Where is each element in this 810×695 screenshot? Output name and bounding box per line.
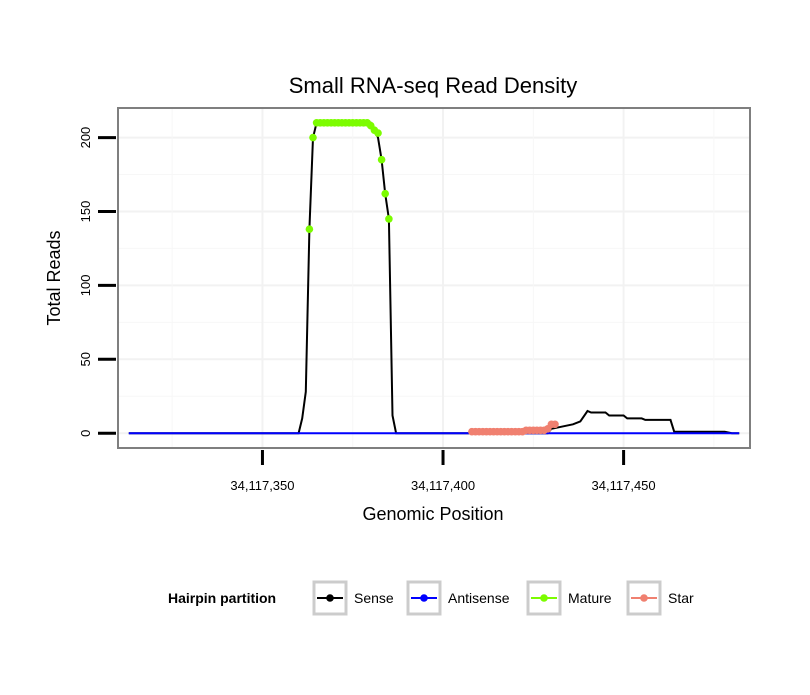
legend-label: Mature (568, 590, 612, 606)
x-tick-label: 34,117,350 (230, 478, 294, 493)
series-mature-point (305, 225, 314, 233)
legend-key-point (640, 594, 648, 602)
legend-item-sense: Sense (312, 580, 394, 616)
grid (118, 108, 750, 448)
series-star-point (551, 420, 559, 429)
y-tick-label: 0 (78, 430, 93, 437)
legend-label: Star (668, 590, 694, 606)
legend-key-point (420, 594, 428, 602)
series-mature-point (381, 189, 390, 198)
legend-label: Antisense (448, 590, 510, 606)
legend: Hairpin partition Sense Antisense Mature Sta… (168, 580, 694, 616)
plot-border (117, 107, 751, 449)
y-axis-label: Total Reads (44, 230, 64, 325)
y-tick-label: 100 (78, 275, 93, 297)
series-mature-point (374, 129, 382, 137)
y-tick-label: 50 (78, 352, 93, 366)
series-mature-point (385, 215, 393, 223)
legend-item-star: Star (626, 580, 694, 616)
series-mature-point (309, 133, 317, 142)
x-tick-label: 34,117,450 (592, 478, 656, 493)
chart-title: Small RNA-seq Read Density (289, 73, 578, 98)
legend-key-point (540, 594, 548, 602)
legend-title: Hairpin partition (168, 590, 276, 606)
series-mature-point (377, 155, 386, 164)
legend-label: Sense (354, 590, 394, 606)
plot-background (118, 108, 750, 448)
y-tick-label: 150 (78, 201, 93, 223)
x-axis-label: Genomic Position (362, 504, 503, 524)
legend-key-point (326, 594, 334, 602)
x-tick-label: 34,117,400 (411, 478, 475, 493)
legend-item-antisense: Antisense (406, 580, 510, 616)
y-tick-label: 200 (78, 127, 93, 149)
axes: 0 50 100 150 200 34,117,350 34,117,400 34,117,4… (78, 127, 656, 493)
series-layer (128, 119, 740, 436)
legend-item-mature: Mature (526, 580, 612, 616)
